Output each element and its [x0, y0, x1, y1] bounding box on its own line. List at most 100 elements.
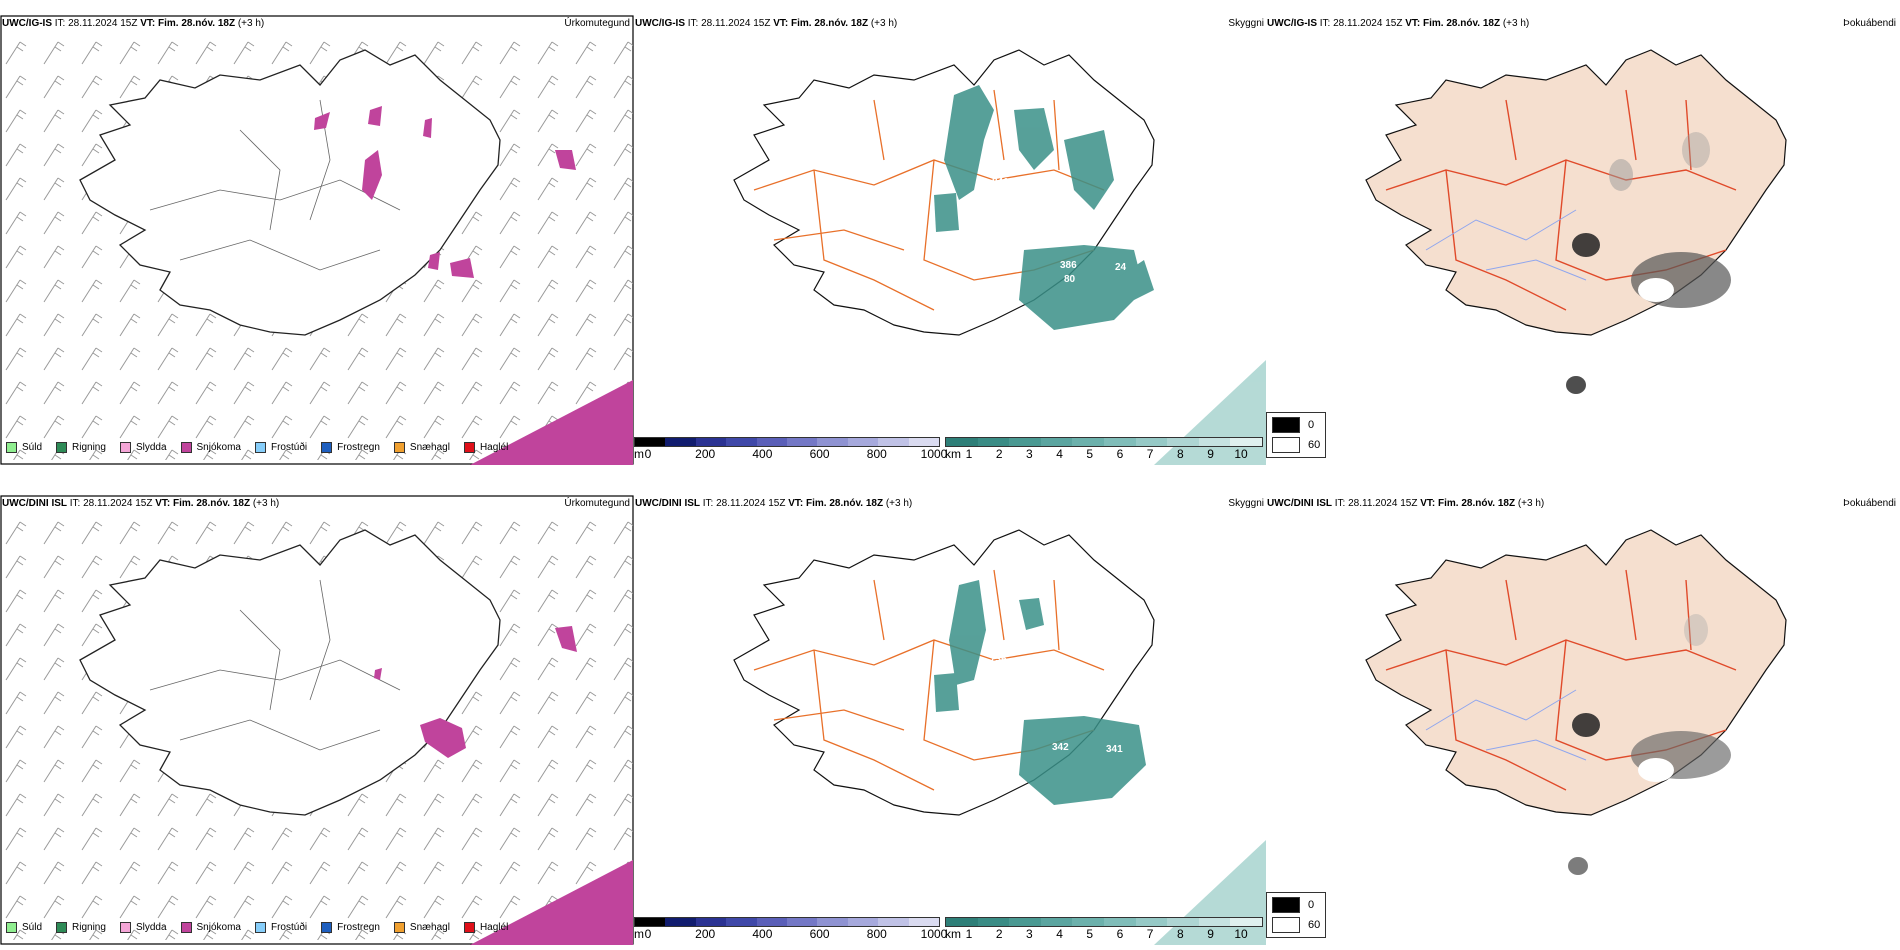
cbar-labels: 1 2 3 4 5 6 7 8 9 10 — [966, 447, 1248, 461]
cbar-tick: 400 — [752, 927, 773, 941]
visibility-map-row2: 736 2 3 6 21 342 341 — [733, 529, 1266, 945]
cbar-unit: km — [945, 447, 961, 461]
cbar-segment — [817, 918, 848, 926]
cbar-tick: 8 — [1177, 927, 1184, 941]
cbar-segment — [1103, 438, 1136, 446]
snow-areas-row1 — [314, 106, 633, 465]
cloud-label: 736 — [990, 654, 1007, 665]
cbar-unit: m — [634, 927, 644, 941]
legend-item: Haglél — [463, 922, 508, 933]
cloud-label: 24 — [1115, 262, 1127, 273]
cbar-labels: 1 2 3 4 5 6 7 8 9 10 — [965, 927, 1248, 941]
cbar-tick: 2 — [995, 447, 1003, 461]
cbar-tick: 1 — [965, 927, 973, 941]
cbar-segment — [1230, 918, 1262, 926]
cloud-label: 341 — [1106, 744, 1123, 755]
cbar-labels: 0 200 400 600 800 1000 — [644, 447, 948, 461]
fog-indicator-areas — [1568, 614, 1731, 875]
cbar-tick: 10 — [1234, 447, 1248, 461]
fog-indicator-areas — [1566, 132, 1731, 394]
cbar-tick: 0 — [644, 447, 652, 461]
legend-item: Rigning — [56, 442, 106, 453]
precip-map-row1 — [0, 15, 634, 465]
cbar-segment — [1198, 438, 1231, 446]
cloud-label: 80 — [1064, 274, 1076, 285]
fog-panel-row1: UWC/IG-IS IT: 28.11.2024 15Z VT: Fim. 28… — [1266, 0, 1900, 465]
visibility-map-row1: 841 292 386 80 24 — [733, 49, 1266, 465]
panel-header: UWC/IG-IS IT: 28.11.2024 15Z VT: Fim. 28… — [635, 18, 898, 29]
cbar-segment — [946, 438, 978, 446]
cbar-segment — [1103, 918, 1136, 926]
cbar-tick: 3 — [1026, 447, 1033, 461]
cbar-tick: 9 — [1207, 447, 1214, 461]
cbar-tick: 800 — [866, 927, 887, 941]
cloud-label: 292 — [946, 248, 963, 259]
cbar-segment — [1230, 438, 1262, 446]
fog-legend: 0 60 — [1266, 892, 1327, 938]
cbar-segment — [946, 918, 978, 926]
panel-header: UWC/IG-IS IT: 28.11.2024 15Z VT: Fim. 28… — [1267, 18, 1530, 29]
cbar-tick: 5 — [1086, 447, 1094, 461]
cbar-segment — [1198, 918, 1231, 926]
cbar-tick: 3 — [1026, 927, 1033, 941]
cbar-tick: 600 — [809, 447, 830, 461]
cbar-segment — [1135, 438, 1168, 446]
precip-map-row2 — [0, 495, 634, 945]
legend-item: Súld — [6, 442, 42, 453]
fog-map-row2 — [1365, 529, 1787, 875]
cbar-segment — [977, 918, 1010, 926]
cbar-tick: 7 — [1146, 447, 1154, 461]
panel-title: Úrkomutegund — [564, 498, 630, 509]
legend-item: Haglél — [463, 442, 508, 453]
legend-item: Rigning — [56, 922, 106, 933]
cbar-segment — [878, 918, 909, 926]
cloudbase-colorbar: m 0 200 400 600 800 1000 — [634, 917, 948, 943]
cbar-segment — [1167, 438, 1199, 446]
legend-item: Frostúði — [254, 442, 307, 453]
legend-item: Snæhagl — [393, 922, 450, 933]
cbar-segment — [1072, 438, 1104, 446]
cbar-segment — [1135, 918, 1168, 926]
panel-header: UWC/DINI ISL IT: 28.11.2024 15Z VT: Fim.… — [635, 498, 913, 509]
cbar-segment — [665, 918, 696, 926]
fog-panel-row2: UWC/DINI ISL IT: 28.11.2024 15Z VT: Fim.… — [1266, 480, 1900, 945]
cbar-tick: 9 — [1207, 927, 1214, 941]
cbar-segment — [1072, 918, 1104, 926]
precip-legend: Súld Rigning Slydda Snjókoma Frostúði Fr… — [6, 922, 508, 933]
cbar-tick: 200 — [695, 927, 716, 941]
cbar-tick: 4 — [1056, 927, 1063, 941]
cbar-segment — [1167, 918, 1199, 926]
cbar-segment — [1009, 438, 1041, 446]
cbar-tick: 2 — [995, 927, 1003, 941]
cbar-tick: 1000 — [920, 927, 948, 941]
precip-panel-row2: UWC/DINI ISL IT: 28.11.2024 15Z VT: Fim.… — [0, 480, 634, 945]
cloud-label: 342 — [1052, 742, 1069, 753]
cloud-label: 386 — [1060, 260, 1077, 271]
visibility-colorbar: km 1 2 3 4 5 6 7 8 9 10 — [945, 437, 1263, 463]
panel-title: Skyggni — [1228, 18, 1264, 29]
cloudbase-colorbar: m 0 200 400 600 800 1000 — [634, 437, 948, 463]
legend-item: Slydda — [119, 442, 167, 453]
cbar-segment — [817, 438, 848, 446]
panel-header: UWC/DINI ISL IT: 28.11.2024 15Z VT: Fim.… — [2, 498, 280, 509]
cbar-segment — [787, 438, 818, 446]
cbar-segment — [726, 438, 757, 446]
cbar-segment — [756, 438, 788, 446]
cbar-segment — [695, 438, 727, 446]
cbar-segment — [847, 438, 879, 446]
cbar-tick: 6 — [1116, 927, 1124, 941]
cbar-tick: 6 — [1116, 447, 1124, 461]
visibility-panel-row1: 841 292 386 80 24 Skyggni UWC/IG-IS IT: … — [634, 0, 1266, 465]
fog-legend-item: 0 — [1272, 897, 1320, 913]
legend-item: Frostregn — [321, 922, 380, 933]
cbar-segment — [1040, 438, 1073, 446]
legend-item: Frostúði — [254, 922, 307, 933]
cloud-label: 21 — [962, 720, 974, 731]
cbar-segment — [1040, 918, 1073, 926]
cbar-segment — [878, 438, 909, 446]
cbar-segment — [787, 918, 818, 926]
cbar-labels: 0 200 400 600 800 1000 — [645, 927, 948, 941]
cbar-segment — [665, 438, 696, 446]
cloud-label: 841 — [992, 177, 1009, 188]
cbar-tick: 8 — [1177, 447, 1184, 461]
